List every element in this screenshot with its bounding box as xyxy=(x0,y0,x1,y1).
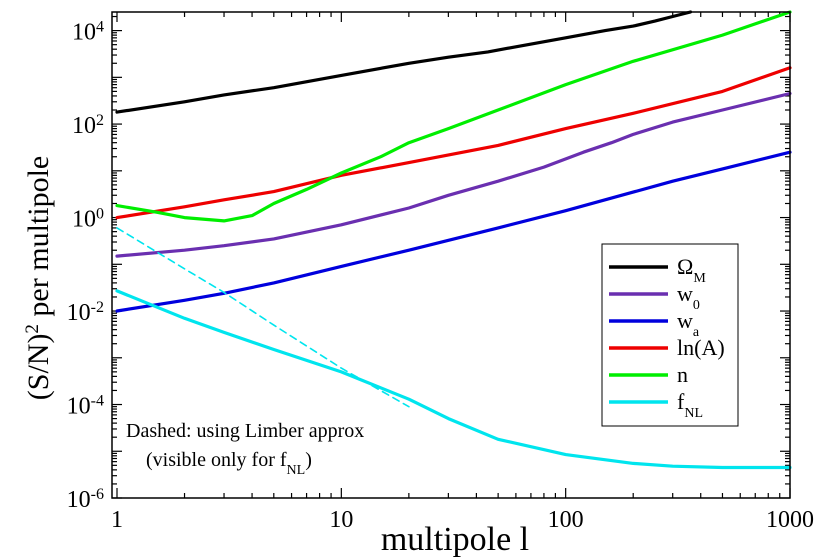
y-axis-label-tail: per multipole xyxy=(22,156,55,324)
annotation-line2-main: (visible only for f xyxy=(146,449,287,471)
y-axis-label-sup: 2 xyxy=(22,324,43,334)
plot-frame xyxy=(111,11,791,499)
series-line-0 xyxy=(115,10,693,114)
annotation-line1: Dashed: using Limber approx xyxy=(126,420,364,442)
annotation-line2-sub: NL xyxy=(287,463,306,478)
legend-label: fNL xyxy=(677,389,703,421)
series-layer xyxy=(115,10,792,470)
series-line-3 xyxy=(115,66,792,220)
series-line-4 xyxy=(115,10,792,223)
x-tick-label: 10 xyxy=(329,507,353,533)
y-tick-label: 10-6 xyxy=(67,486,104,514)
axis-ticks xyxy=(112,12,791,499)
tick-labels: 1 10 100 1000 10-6 10-4 10-2 100 102 104 xyxy=(67,18,814,533)
x-tick-label: 1000 xyxy=(766,507,814,533)
y-tick-label: 104 xyxy=(72,18,104,46)
series-line-fnl-dashed xyxy=(116,227,410,408)
y-tick-label: 10-2 xyxy=(67,299,104,327)
series-line-5 xyxy=(115,289,792,470)
legend-label: ΩM xyxy=(677,254,706,286)
legend-label: n xyxy=(677,362,688,387)
legend-label: w0 xyxy=(677,281,700,313)
x-axis-label: multipole l xyxy=(381,521,529,558)
annotation-line2-tail: ) xyxy=(305,449,312,471)
x-tick-label: 1 xyxy=(111,507,123,533)
legend-label: wa xyxy=(677,308,700,340)
y-tick-label: 102 xyxy=(72,112,104,140)
legend-label: ln(A) xyxy=(677,335,725,360)
series-line-2 xyxy=(115,150,792,313)
annotation-line2: (visible only for fNL) xyxy=(146,449,312,478)
y-tick-label: 100 xyxy=(72,205,104,233)
x-tick-label: 100 xyxy=(548,507,584,533)
y-tick-label: 10-4 xyxy=(67,392,104,420)
y-axis-label-main: (S/N) xyxy=(22,334,55,401)
series-line-1 xyxy=(115,91,792,258)
y-axis-label: (S/N)2 per multipole xyxy=(22,156,56,400)
